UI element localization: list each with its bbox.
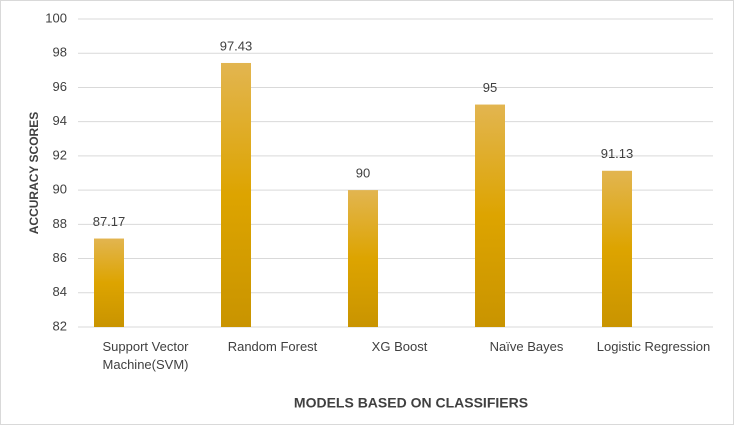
y-tick-label: 98: [53, 45, 67, 60]
x-tick-label: XG Boost: [371, 339, 428, 354]
x-tick-label: Random Forest: [227, 339, 318, 354]
y-tick-label: 96: [53, 79, 67, 94]
data-label: 90: [356, 166, 370, 181]
bar: [94, 238, 124, 327]
x-tick-label: Support Vector Machine(SVM): [102, 339, 189, 372]
y-tick-label: 86: [53, 250, 67, 265]
y-tick-label: 92: [53, 147, 67, 162]
bar: [602, 170, 632, 327]
data-label: 97.43: [220, 38, 253, 53]
y-tick-label: 82: [53, 318, 67, 333]
y-tick-label: 100: [45, 10, 67, 25]
y-axis-title: ACCURACY SCORES: [27, 112, 41, 234]
y-tick-label: 90: [53, 182, 67, 197]
data-label: 87.17: [93, 214, 126, 229]
y-tick-label: 84: [53, 284, 67, 299]
y-tick-label: 94: [53, 113, 67, 128]
bar: [348, 190, 378, 327]
x-tick-label: Logistic Regression: [596, 339, 711, 354]
bar: [221, 62, 251, 327]
bar: [475, 104, 505, 327]
x-tick-label: Naïve Bayes: [489, 339, 564, 354]
y-tick-label: 88: [53, 216, 67, 231]
data-label: 91.13: [601, 146, 634, 161]
data-label: 95: [483, 80, 497, 95]
x-axis-title: MODELS BASED ON CLASSIFIERS: [294, 395, 528, 411]
